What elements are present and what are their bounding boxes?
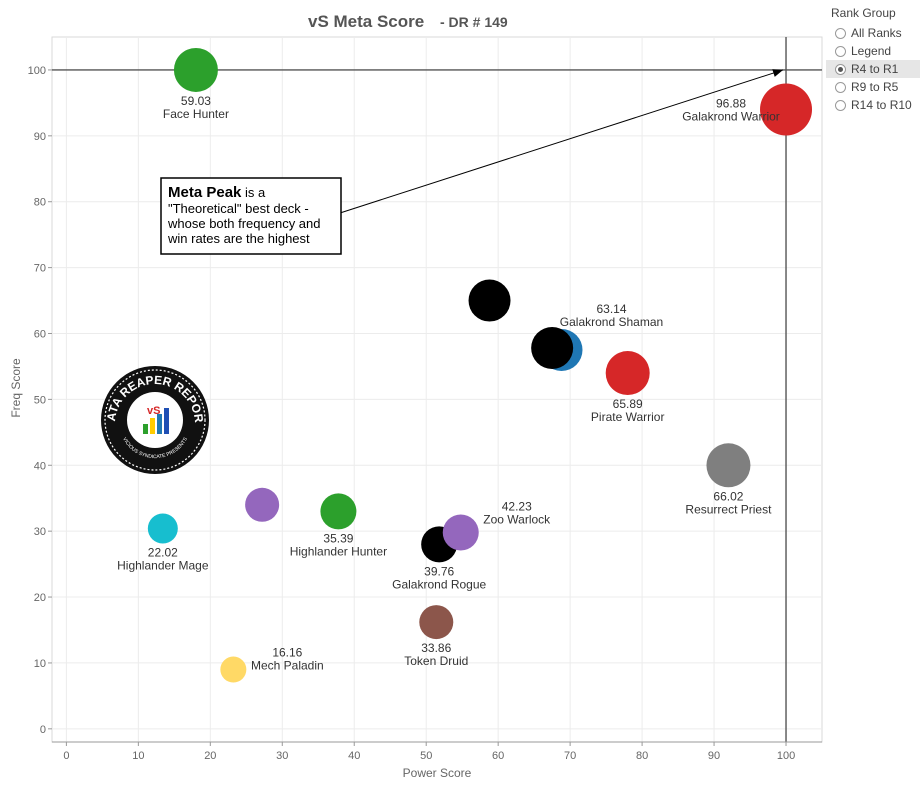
chart-subtitle: - DR # 149 [440,14,508,30]
rank-option-r9-to-r5[interactable]: R9 to R5 [826,78,920,96]
x-tick-label: 80 [636,750,648,762]
radio-icon[interactable] [835,63,846,75]
annotation-arrow-head [772,69,784,77]
meta-peak-annotation: Meta Peak is a "Theoretical" best deck -… [160,69,784,255]
data-reaper-logo: DATA REAPER REPORT VICIOUS SYNDICATE PRE… [101,366,209,474]
point-score-label: 59.03 [181,94,211,108]
point-score-label: 33.86 [421,641,451,655]
rank-option-r14-to-r10[interactable]: R14 to R10 [826,96,920,114]
data-point [173,47,218,92]
radio-icon[interactable] [835,81,846,93]
rank-option-label: R4 to R1 [851,62,899,76]
rank-option-label: R9 to R5 [851,80,899,94]
rank-option-label: Legend [851,44,892,58]
annotation-title: Meta Peak [168,184,242,201]
y-tick-label: 0 [40,724,46,736]
point-name-label: Resurrect Priest [685,502,772,516]
annotation-line-3: whose both frequency and [167,216,321,231]
x-tick-label: 90 [708,750,720,762]
point-score-label: 16.16 [272,646,302,660]
rank-option-label: All Ranks [851,26,902,40]
point-score-label: 22.02 [148,546,178,560]
point-name-label: Token Druid [404,654,468,668]
annotation-box [160,177,342,255]
data-points [147,47,813,683]
point-name-label: Galakrond Warrior [682,109,780,123]
bar-chart-logo-icon: vS [143,405,169,434]
data-point [147,513,178,544]
rank-group-title: Rank Group [831,6,896,20]
data-point [320,493,357,530]
point-name-label: Highlander Mage [117,559,209,573]
chart-title: vS Meta Score [308,12,424,31]
rank-option-all-ranks[interactable]: All Ranks [826,24,920,42]
radio-icon[interactable] [835,27,846,39]
rank-option-label: R14 to R10 [851,98,912,112]
x-tick-label: 20 [204,750,216,762]
y-tick-label: 100 [28,65,46,77]
rank-option-r4-to-r1[interactable]: R4 to R1 [826,60,920,78]
x-tick-label: 60 [492,750,504,762]
data-point [760,83,813,136]
point-score-label: 63.14 [596,302,626,316]
x-tick-label: 70 [564,750,576,762]
point-score-label: 65.89 [613,397,643,411]
data-point [531,326,574,369]
point-name-label: Pirate Warrior [591,410,665,424]
point-score-label: 42.23 [502,499,532,513]
x-tick-label: 50 [420,750,432,762]
y-axis-label: Freq Score [9,358,23,418]
x-tick-label: 30 [276,750,288,762]
data-point [419,605,454,640]
point-name-label: Highlander Hunter [290,544,387,558]
point-score-label: 96.88 [716,96,746,110]
point-name-label: Zoo Warlock [483,512,551,526]
annotation-arrow [339,69,784,214]
point-score-label: 35.39 [323,531,353,545]
y-tick-label: 20 [34,592,46,604]
point-score-label: 66.02 [713,489,743,503]
annotation-line-1: is a [241,185,266,200]
radio-icon[interactable] [835,99,846,111]
point-score-label: 39.76 [424,564,454,578]
y-tick-label: 90 [34,131,46,143]
point-name-label: Mech Paladin [251,659,324,673]
y-tick-label: 30 [34,526,46,538]
axes: 0 10 20 30 40 50 60 70 80 90 100 0 10 20 30 40 50 60 70 80 9… [28,65,822,762]
svg-text:vS: vS [147,405,160,417]
y-tick-label: 10 [34,658,46,670]
data-point [245,487,280,522]
radio-icon[interactable] [835,45,846,57]
x-tick-label: 100 [777,750,795,762]
point-name-label: Galakrond Shaman [560,315,663,329]
x-tick-label: 0 [63,750,69,762]
x-tick-label: 10 [132,750,144,762]
data-point [706,443,751,488]
y-tick-label: 80 [34,197,46,209]
x-tick-label: 40 [348,750,360,762]
data-point [605,351,650,396]
data-point [220,656,247,683]
annotation-line-2: "Theoretical" best deck - [168,201,309,216]
data-point [468,279,511,322]
y-tick-label: 70 [34,263,46,275]
point-name-label: Galakrond Rogue [392,577,486,591]
annotation-text: Meta Peak is a "Theoretical" best deck -… [167,184,325,246]
y-tick-label: 60 [34,328,46,340]
point-name-label: Face Hunter [163,107,229,121]
rank-group-filter: Rank Group All Ranks Legend R4 to R1 R9 to … [826,6,920,114]
y-tick-label: 40 [34,460,46,472]
annotation-line-4: win rates are the highest [167,231,310,246]
x-axis-label: Power Score [403,766,472,780]
y-tick-label: 50 [34,394,46,406]
data-point [442,514,479,551]
rank-option-legend[interactable]: Legend [826,42,920,60]
